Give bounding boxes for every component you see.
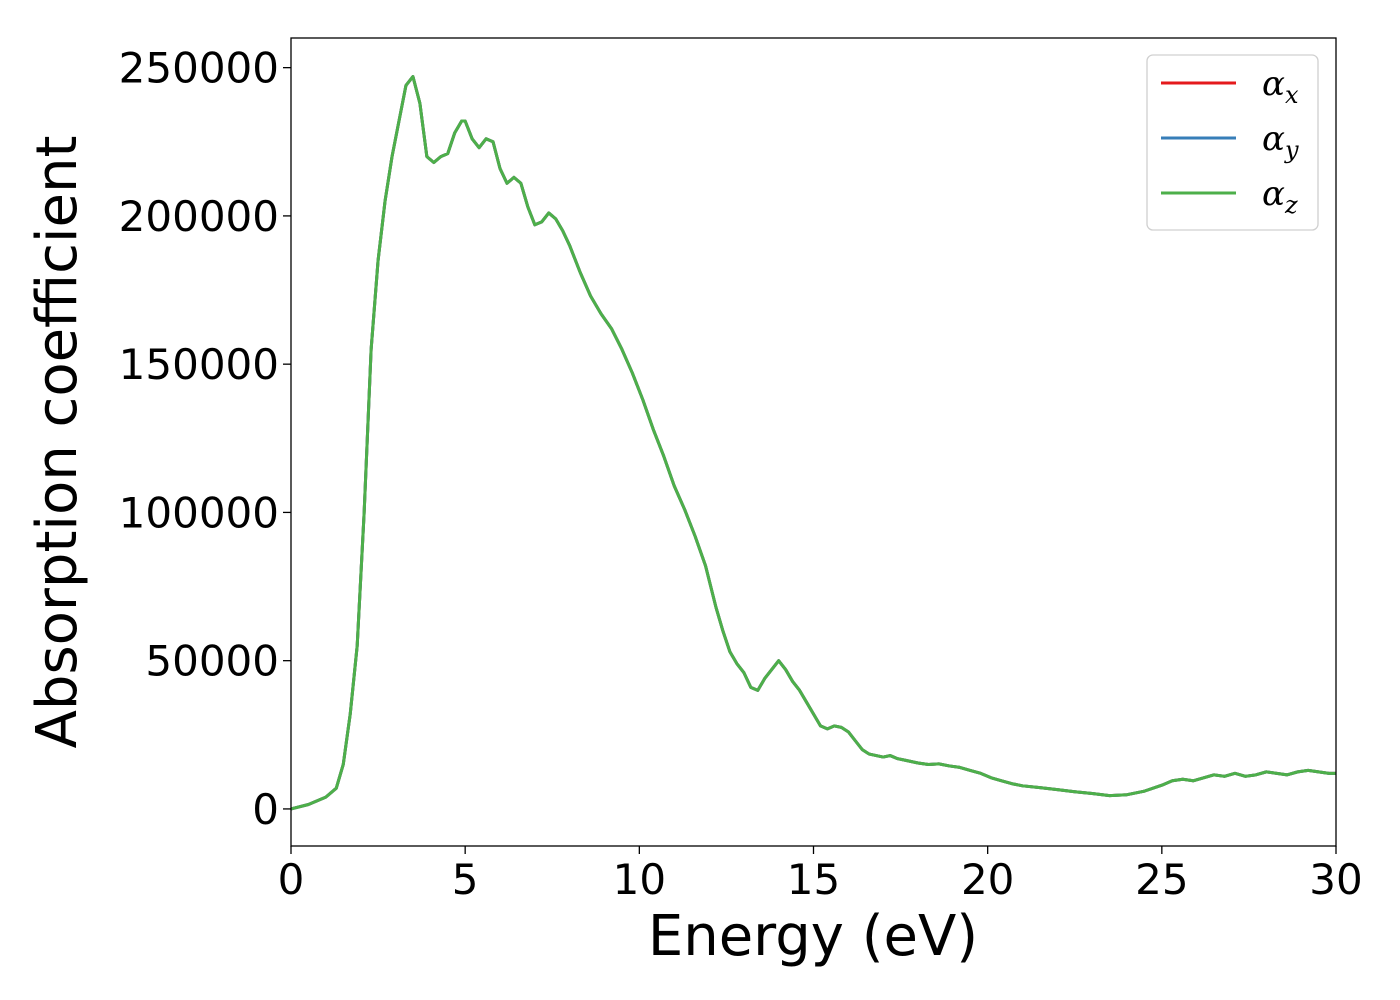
x-tick-label: 5 [452, 855, 479, 904]
legend-box [1146, 54, 1319, 231]
x-tick-label: 10 [613, 855, 666, 904]
y-tick-label: 0 [252, 785, 279, 834]
x-axis-title: Energy (eV) [648, 904, 978, 969]
y-tick-label: 100000 [119, 488, 279, 537]
ticks: 0 5 10 15 20 25 30 0 50000 100000 150000 200000 2500… [119, 44, 1363, 904]
y-tick-label: 200000 [119, 192, 279, 241]
x-tick-label: 25 [1135, 855, 1188, 904]
y-tick-label: 250000 [119, 44, 279, 93]
x-tick-label: 20 [961, 855, 1014, 904]
legend: αx αy αz [1146, 54, 1319, 231]
legend-label-x: αx [1262, 64, 1299, 109]
y-axis-title: Absorption coefficient [25, 136, 90, 749]
legend-label-y: αy [1262, 119, 1299, 164]
y-tick-label: 150000 [119, 340, 279, 389]
x-tick-label: 30 [1309, 855, 1362, 904]
x-tick-label: 0 [278, 855, 305, 904]
data-lines [291, 75, 1336, 811]
series-line-z [291, 75, 1336, 811]
legend-label-z: αz [1262, 174, 1298, 219]
y-tick-label: 50000 [145, 637, 279, 686]
x-tick-label: 15 [787, 855, 840, 904]
